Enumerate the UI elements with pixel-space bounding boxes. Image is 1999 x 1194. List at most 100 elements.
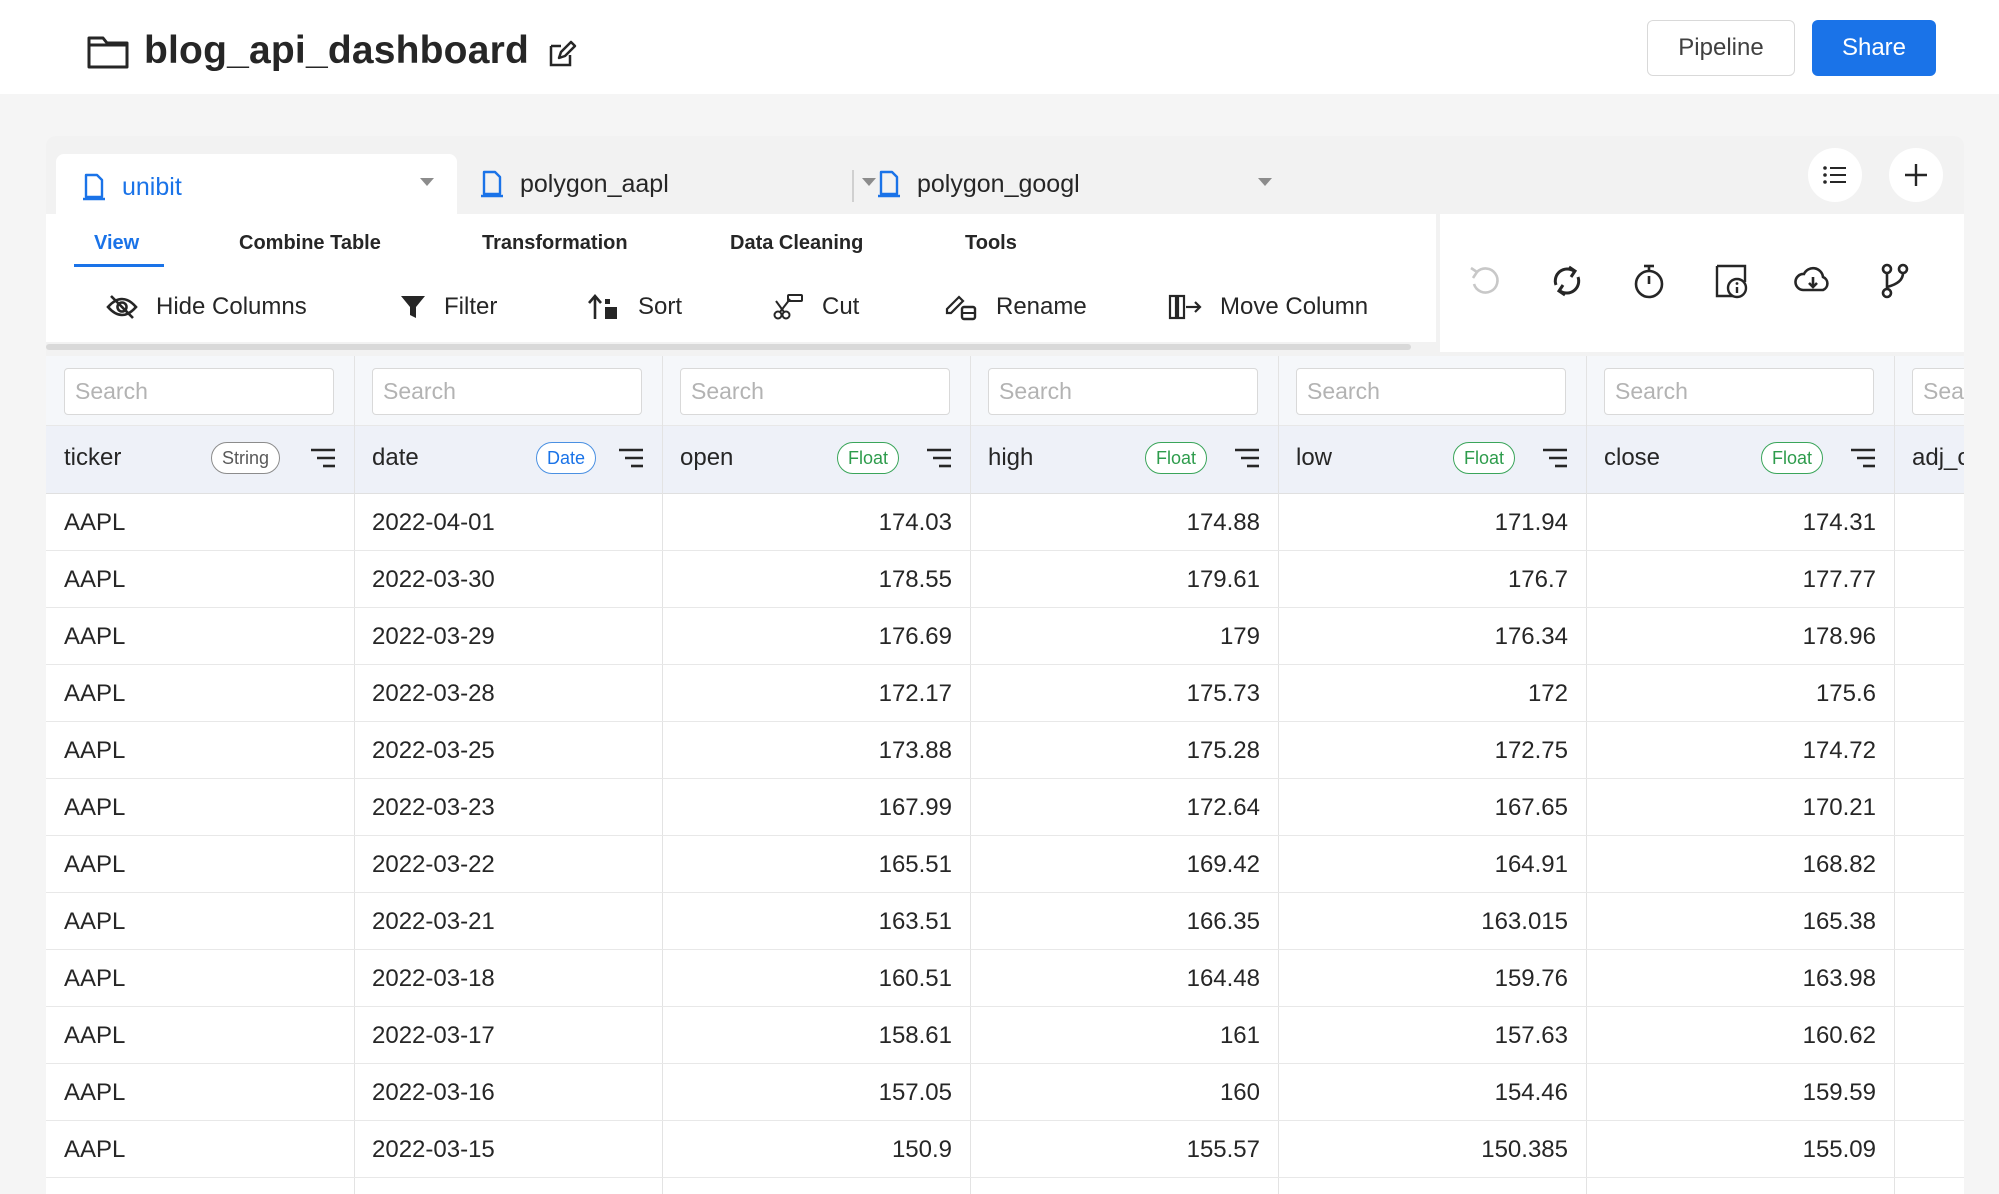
file-icon — [481, 170, 503, 198]
hide-columns-button[interactable]: Hide Columns — [106, 290, 307, 324]
sort-button[interactable]: Sort — [588, 290, 682, 324]
chevron-down-icon[interactable] — [1258, 178, 1272, 186]
table-cell: AAPL — [64, 623, 126, 650]
undo-button[interactable] — [1460, 256, 1510, 306]
table-cell: 160.51 — [878, 965, 952, 992]
source-tab-unibit[interactable]: unibit — [56, 154, 457, 220]
edit-icon[interactable] — [547, 39, 577, 69]
table-cell: 170.21 — [1802, 794, 1876, 821]
tab-transformation[interactable]: Transformation — [482, 232, 628, 254]
list-view-button[interactable] — [1808, 148, 1862, 202]
table-row[interactable]: AAPL 2022-03-22 165.51 169.42 164.91 168.82 — [46, 836, 1964, 893]
table-row[interactable]: AAPL 2022-03-18 160.51 164.48 159.76 163.98 — [46, 950, 1964, 1007]
column-header-ticker[interactable]: ticker — [64, 444, 122, 471]
tab-data-cleaning[interactable]: Data Cleaning — [730, 232, 864, 254]
column-menu-icon[interactable] — [617, 446, 645, 470]
table-row[interactable]: AAPL 2022-03-15 150.9 155.57 150.385 155.09 — [46, 1121, 1964, 1178]
filter-button[interactable]: Filter — [400, 290, 497, 324]
table-cell: 160 — [1219, 1079, 1260, 1106]
table-row[interactable]: AAPL 2022-03-21 163.51 166.35 163.015 165.38 — [46, 893, 1964, 950]
column-header-close[interactable]: close — [1604, 444, 1661, 471]
type-badge: Float — [1453, 442, 1516, 474]
table-cell: 176.34 — [1494, 623, 1568, 650]
rename-button[interactable]: Rename — [944, 290, 1087, 324]
table-row[interactable]: AAPL 2022-04-01 174.03 174.88 171.94 174.31 — [46, 494, 1964, 551]
table-cell: 164.48 — [1186, 965, 1260, 992]
table-cell: 2022-03-29 — [372, 623, 495, 650]
info-button[interactable] — [1706, 256, 1756, 306]
table-cell: AAPL — [64, 851, 126, 878]
column-menu-icon[interactable] — [309, 446, 337, 470]
column-search-input[interactable] — [1296, 368, 1566, 415]
column-menu-icon[interactable] — [1849, 446, 1877, 470]
table-row[interactable]: AAPL 2022-03-25 173.88 175.28 172.75 174.72 — [46, 722, 1964, 779]
table-cell: 165.51 — [878, 851, 952, 878]
table-cell: 174.88 — [1186, 509, 1260, 536]
column-header-low[interactable]: low — [1296, 444, 1333, 471]
pipeline-button[interactable]: Pipeline — [1647, 20, 1795, 76]
table-row[interactable]: AAPL 2022-03-23 167.99 172.64 167.65 170.21 — [46, 779, 1964, 836]
table-cell: 172.75 — [1494, 737, 1568, 764]
column-header-high[interactable]: high — [988, 444, 1034, 471]
filter-label: Filter — [444, 293, 498, 320]
source-tab-polygon-aapl[interactable]: polygon_aapl — [446, 154, 876, 214]
table-cell: 2022-03-18 — [372, 965, 495, 992]
source-tab-polygon-googl[interactable]: polygon_googl — [843, 154, 1272, 214]
column-search-input[interactable] — [988, 368, 1258, 415]
undo-icon — [1470, 266, 1499, 294]
chevron-down-icon[interactable] — [862, 178, 876, 186]
column-menu-icon[interactable] — [1233, 446, 1261, 470]
column-search-input[interactable] — [1912, 368, 1964, 415]
table-cell: 2022-03-30 — [372, 566, 495, 593]
table-cell: 159.59 — [1802, 1079, 1876, 1106]
action-panel — [1440, 214, 1964, 352]
column-menu-icon[interactable] — [1541, 446, 1569, 470]
active-tab-underline — [74, 264, 164, 267]
table-row[interactable]: AAPL 2022-03-30 178.55 179.61 176.7 177.77 — [46, 551, 1964, 608]
column-menu-icon[interactable] — [925, 446, 953, 470]
table-cell: 174.72 — [1802, 737, 1876, 764]
file-icon — [878, 170, 900, 198]
column-search-input[interactable] — [64, 368, 334, 415]
move-column-icon — [1168, 294, 1202, 320]
table-cell: AAPL — [64, 908, 126, 935]
timer-button[interactable] — [1624, 256, 1674, 306]
tab-tools[interactable]: Tools — [965, 232, 1017, 254]
table-row[interactable]: AAPL 2022-03-16 157.05 160 154.46 159.59 — [46, 1064, 1964, 1121]
column-divider — [1278, 356, 1279, 1194]
cloud-download-icon — [1794, 266, 1829, 292]
refresh-button[interactable] — [1542, 256, 1592, 306]
filter-icon — [401, 296, 425, 318]
tab-divider — [852, 170, 854, 202]
tab-combine-table[interactable]: Combine Table — [239, 232, 381, 254]
column-header-date[interactable]: date — [372, 444, 419, 471]
table-cell: 164.91 — [1494, 851, 1568, 878]
column-divider — [662, 356, 663, 1194]
column-header-open[interactable]: open — [680, 444, 734, 471]
table-cell: 155.09 — [1802, 1136, 1876, 1163]
cloud-download-button[interactable] — [1788, 256, 1838, 306]
table-row[interactable]: AAPL 2022-03-17 158.61 161 157.63 160.62 — [46, 1007, 1964, 1064]
column-header-adj-c[interactable]: adj_c — [1912, 444, 1964, 471]
table-row[interactable]: AAPL 2022-03-29 176.69 179 176.34 178.96 — [46, 608, 1964, 665]
plus-icon — [1905, 164, 1927, 186]
column-search-input[interactable] — [680, 368, 950, 415]
chevron-down-icon[interactable] — [420, 178, 434, 186]
column-search-input[interactable] — [1604, 368, 1874, 415]
move-column-button[interactable]: Move Column — [1168, 290, 1368, 324]
toolbar-scrollbar[interactable] — [46, 344, 1411, 350]
cut-button[interactable]: Cut — [772, 290, 859, 324]
table-cell: 174.03 — [878, 509, 952, 536]
table-cell: 172.17 — [878, 680, 952, 707]
table-cell: 150.9 — [891, 1136, 952, 1163]
list-icon — [1823, 166, 1846, 184]
table-row[interactable]: AAPL 2022-03-28 172.17 175.73 172 175.6 — [46, 665, 1964, 722]
tab-view[interactable]: View — [94, 232, 140, 254]
share-button[interactable]: Share — [1812, 20, 1936, 76]
table-cell: 2022-03-16 — [372, 1079, 495, 1106]
column-search-input[interactable] — [372, 368, 642, 415]
table-cell: 150.385 — [1481, 1136, 1568, 1163]
branch-button[interactable] — [1870, 256, 1920, 306]
rename-label: Rename — [996, 293, 1087, 320]
add-source-button[interactable] — [1889, 148, 1943, 202]
